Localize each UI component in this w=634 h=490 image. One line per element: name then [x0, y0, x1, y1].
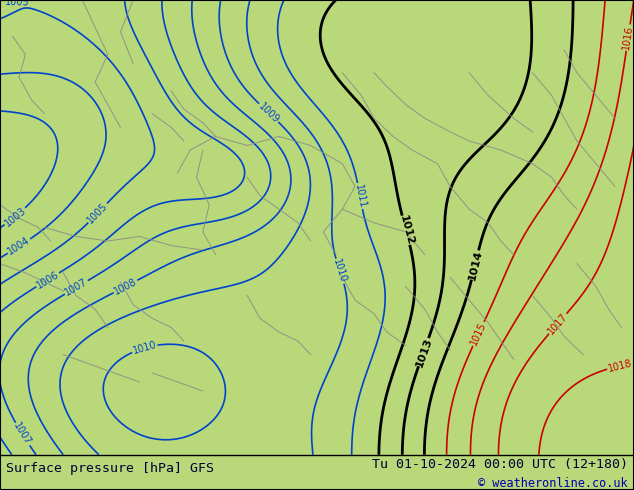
Text: 1013: 1013 — [414, 336, 434, 368]
Text: 1015: 1015 — [469, 320, 488, 347]
Text: 1018: 1018 — [607, 358, 633, 374]
Text: 1004: 1004 — [6, 235, 32, 257]
Text: Tu 01-10-2024 00:00 UTC (12+180): Tu 01-10-2024 00:00 UTC (12+180) — [372, 458, 628, 471]
Text: 1010: 1010 — [131, 340, 158, 356]
Text: 1005: 1005 — [86, 201, 110, 225]
Text: 1016: 1016 — [621, 25, 634, 50]
Text: 1007: 1007 — [63, 277, 89, 298]
Text: 1008: 1008 — [112, 276, 139, 296]
Text: 1010: 1010 — [332, 258, 349, 284]
Text: 1006: 1006 — [35, 269, 61, 291]
Text: 1012: 1012 — [398, 214, 415, 246]
Text: 1011: 1011 — [353, 183, 367, 209]
Text: 1003: 1003 — [3, 205, 28, 228]
Text: 1007: 1007 — [12, 421, 33, 447]
Text: Surface pressure [hPa] GFS: Surface pressure [hPa] GFS — [6, 462, 214, 475]
Text: 1017: 1017 — [546, 311, 569, 336]
Text: 1014: 1014 — [467, 249, 484, 281]
Text: © weatheronline.co.uk: © weatheronline.co.uk — [478, 477, 628, 490]
Text: 1009: 1009 — [256, 101, 281, 125]
Text: 1005: 1005 — [5, 0, 30, 8]
